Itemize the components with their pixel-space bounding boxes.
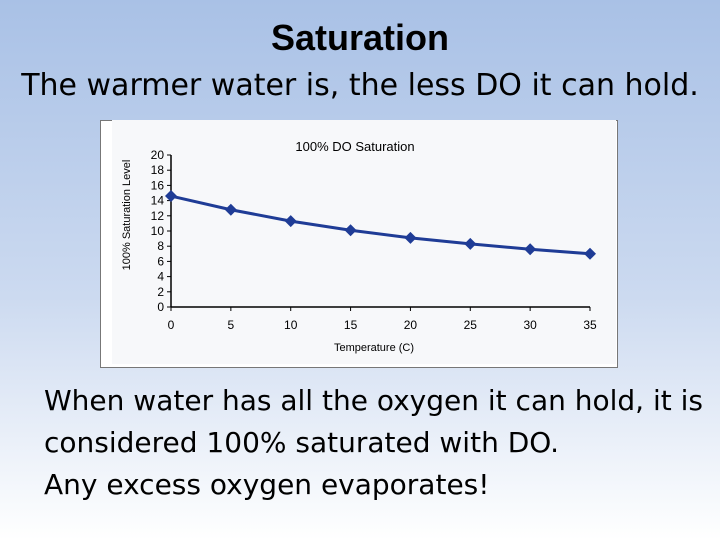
data-point-marker — [165, 190, 177, 203]
y-tick-label: 4 — [157, 270, 164, 284]
x-tick-label: 25 — [464, 318, 478, 332]
y-tick-label: 8 — [157, 239, 164, 253]
body-line-2: Any excess oxygen evaporates! — [44, 468, 490, 501]
data-point-marker — [284, 215, 297, 228]
data-point-marker — [404, 231, 417, 244]
y-tick-label: 14 — [151, 194, 165, 208]
data-point-marker — [524, 243, 537, 256]
x-tick-label: 0 — [168, 318, 175, 332]
data-point-marker — [584, 247, 596, 260]
y-tick-label: 12 — [151, 209, 165, 223]
body-text: When water has all the oxygen it can hol… — [44, 380, 704, 506]
data-point-marker — [344, 224, 357, 237]
x-tick-label: 20 — [404, 318, 418, 332]
x-tick-label: 5 — [228, 318, 235, 332]
y-tick-label: 6 — [157, 254, 164, 268]
y-tick-label: 0 — [157, 300, 164, 314]
y-tick-label: 20 — [151, 148, 165, 162]
slide-subtitle: The warmer water is, the less DO it can … — [21, 68, 699, 103]
chart-title: 100% DO Saturation — [295, 139, 414, 154]
y-tick-label: 18 — [151, 163, 165, 177]
slide-title: Saturation — [270, 17, 449, 58]
x-tick-label: 10 — [284, 318, 298, 332]
y-tick-label: 10 — [151, 224, 165, 238]
y-tick-label: 16 — [151, 178, 165, 192]
x-tick-label: 15 — [344, 318, 358, 332]
body-line-1: When water has all the oxygen it can hol… — [44, 384, 704, 459]
y-tick-label: 2 — [157, 285, 164, 299]
x-tick-label: 35 — [583, 318, 597, 332]
y-axis-label: 100% Saturation Level — [121, 160, 133, 271]
chart-plot-background — [112, 120, 616, 364]
x-tick-label: 30 — [523, 318, 537, 332]
x-axis-label: Temperature (C) — [334, 342, 414, 354]
series-line — [170, 194, 591, 256]
do-saturation-chart: 100% DO Saturation 100% Saturation Level… — [121, 139, 597, 354]
data-point-marker — [464, 237, 477, 250]
data-point-marker — [224, 203, 237, 216]
